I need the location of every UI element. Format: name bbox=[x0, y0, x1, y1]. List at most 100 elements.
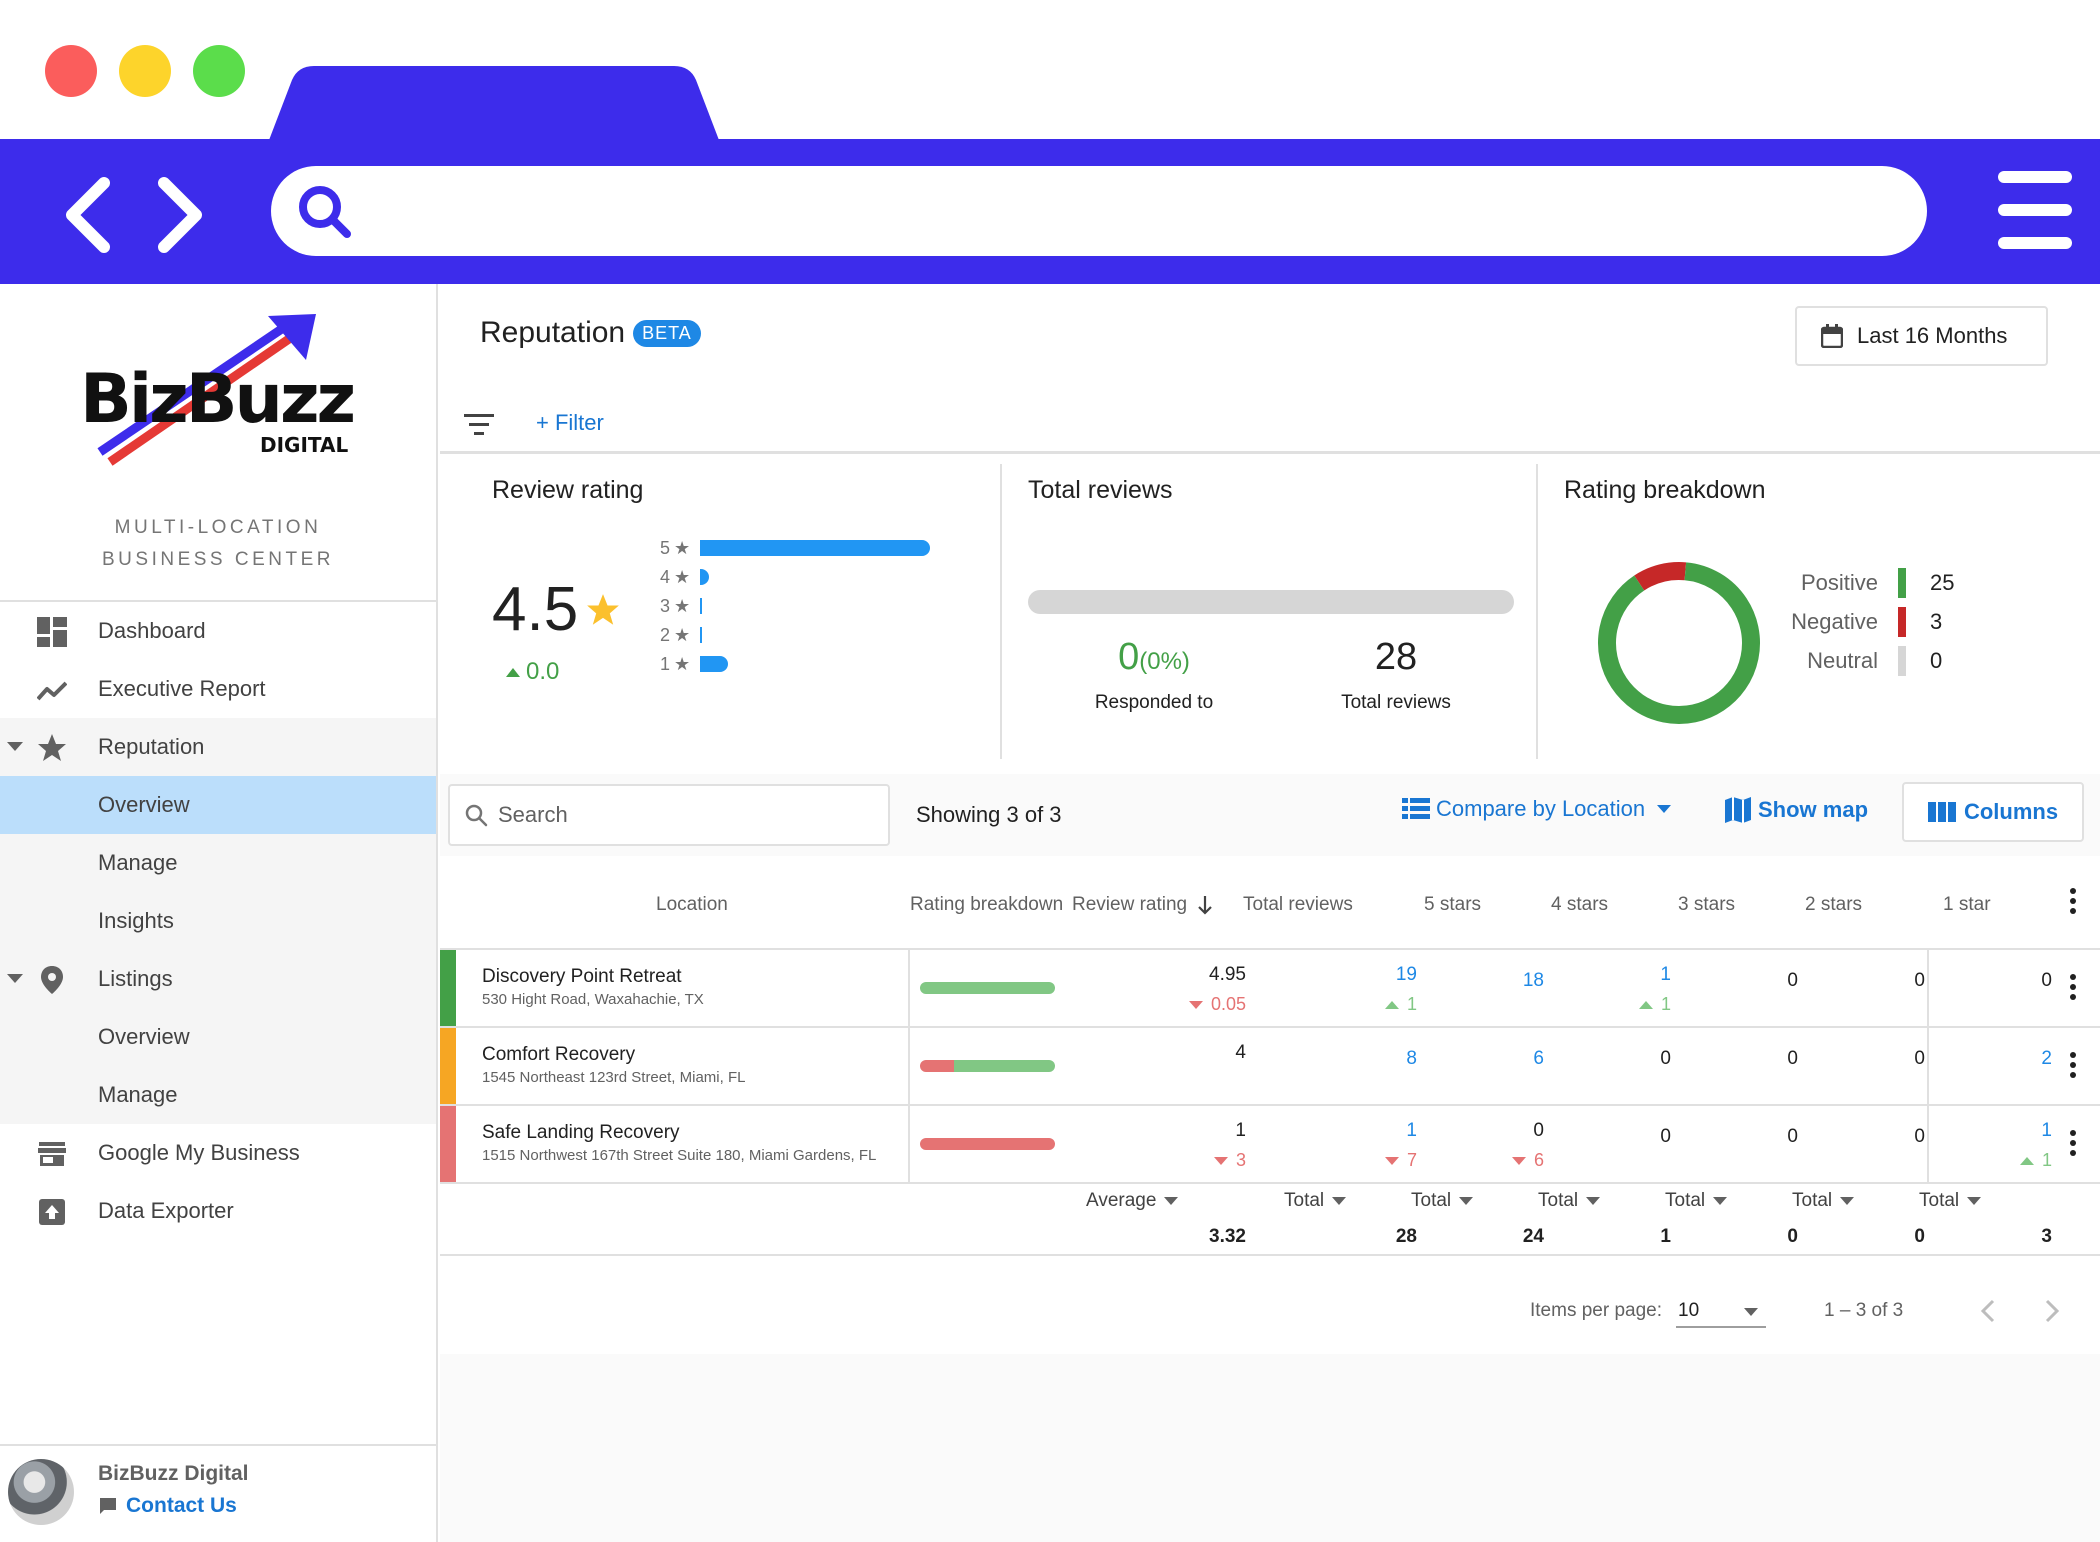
address-bar[interactable] bbox=[271, 166, 1927, 256]
sidebar-item-listings-overview[interactable]: Overview bbox=[0, 1008, 436, 1066]
cell-two: 0 bbox=[1914, 1126, 1925, 1147]
donut-slice-negative bbox=[1598, 562, 1760, 724]
sidebar-item-listings-manage[interactable]: Manage bbox=[0, 1066, 436, 1124]
window-close-button[interactable] bbox=[45, 45, 97, 97]
search-input[interactable] bbox=[498, 802, 858, 828]
row-more-vert-icon[interactable] bbox=[2070, 1130, 2076, 1160]
sidebar-item-reputation[interactable]: Reputation bbox=[0, 718, 436, 776]
location-address: 530 Hight Road, Waxahachie, TX bbox=[482, 991, 704, 1008]
svg-text:DIGITAL: DIGITAL bbox=[260, 433, 348, 457]
cell-total[interactable]: 1 bbox=[1406, 1120, 1417, 1141]
sort-arrow-down-icon bbox=[1198, 896, 1212, 915]
col-4-stars[interactable]: 4 stars bbox=[1551, 894, 1609, 915]
sidebar-item-google-my-business[interactable]: Google My Business bbox=[0, 1124, 436, 1182]
total-aggregate-select[interactable]: Total bbox=[1284, 1190, 1347, 1212]
row-more-vert-icon[interactable] bbox=[2070, 974, 2076, 1004]
rating-breakdown-bar bbox=[920, 1138, 1055, 1150]
location-name[interactable]: Comfort Recovery bbox=[482, 1044, 636, 1065]
average-aggregate-select[interactable]: Average bbox=[1086, 1190, 1179, 1212]
total-aggregate-select[interactable]: Total bbox=[1665, 1190, 1728, 1212]
total-aggregate-select[interactable]: Total bbox=[1919, 1190, 1982, 1212]
contact-us-link[interactable]: Contact Us bbox=[98, 1494, 237, 1518]
more-vert-icon[interactable] bbox=[2070, 888, 2076, 918]
page-title: Reputation BETA bbox=[480, 316, 701, 350]
sidebar-item-reputation-overview[interactable]: Overview bbox=[0, 776, 436, 834]
sidebar-item-executive-report[interactable]: Executive Report bbox=[0, 660, 436, 718]
cell-five[interactable]: 18 bbox=[1522, 970, 1544, 991]
cell-five[interactable]: 6 bbox=[1533, 1048, 1544, 1069]
rating-breakdown-card: Rating breakdown Positive 25 Negative 3 Neut… bbox=[1564, 464, 2064, 764]
location-pin-icon bbox=[41, 966, 63, 994]
rating-distribution-row: 5 ★ bbox=[660, 535, 930, 561]
date-range-button[interactable]: Last 16 Months bbox=[1795, 306, 2048, 366]
next-page-icon[interactable] bbox=[2042, 1298, 2062, 1324]
star-icon: ★ bbox=[674, 624, 691, 645]
col-rating-breakdown[interactable]: Rating breakdown bbox=[910, 894, 1064, 915]
forward-arrow-icon[interactable] bbox=[150, 175, 210, 255]
col-3-stars[interactable]: 3 stars bbox=[1678, 894, 1736, 915]
cell-one[interactable]: 2 bbox=[2041, 1048, 2052, 1069]
sidebar-item-reputation-manage[interactable]: Manage bbox=[0, 834, 436, 892]
menu-hamburger-icon[interactable] bbox=[1998, 171, 2072, 251]
rating-breakdown-bar bbox=[920, 1060, 1055, 1072]
col-review-rating[interactable]: Review rating bbox=[1072, 894, 1213, 916]
show-map-button[interactable]: Show map bbox=[1724, 796, 1868, 824]
table-row[interactable]: Discovery Point Retreat 530 Hight Road, W… bbox=[440, 950, 2100, 1028]
total-reviews-count: 28 bbox=[1374, 636, 1418, 678]
back-arrow-icon[interactable] bbox=[58, 175, 118, 255]
showing-count: Showing 3 of 3 bbox=[916, 802, 1062, 827]
row-more-vert-icon[interactable] bbox=[2070, 1052, 2076, 1082]
rating-color-strip bbox=[440, 950, 456, 1026]
sidebar-item-dashboard[interactable]: Dashboard bbox=[0, 602, 436, 660]
rating-breakdown-donut bbox=[1598, 562, 1760, 724]
table-header: Location Rating breakdown Review rating … bbox=[440, 856, 2100, 950]
col-total-reviews[interactable]: Total reviews bbox=[1243, 894, 1353, 915]
sidebar: BizBuzz DIGITAL MULTI-LOCATION BUSINESS … bbox=[0, 284, 438, 1542]
star-icon: ★ bbox=[674, 566, 691, 587]
rating-distribution-bar bbox=[700, 627, 702, 643]
previous-page-icon[interactable] bbox=[1978, 1298, 1998, 1324]
search-field[interactable] bbox=[448, 784, 890, 846]
window-minimize-button[interactable] bbox=[119, 45, 171, 97]
main-content: Reputation BETA Last 16 Months + Filter … bbox=[440, 284, 2100, 1542]
cell-total[interactable]: 8 bbox=[1406, 1048, 1417, 1069]
location-name[interactable]: Discovery Point Retreat bbox=[482, 966, 682, 987]
star-icon bbox=[38, 734, 66, 761]
cell-total[interactable]: 19 bbox=[1395, 964, 1417, 985]
add-filter-button[interactable]: + Filter bbox=[536, 410, 604, 435]
columns-button[interactable]: Columns bbox=[1902, 782, 2084, 842]
store-icon bbox=[38, 1142, 66, 1166]
items-per-page-select[interactable]: 10 bbox=[1676, 1294, 1766, 1328]
col-location[interactable]: Location bbox=[656, 894, 728, 915]
col-2-stars[interactable]: 2 stars bbox=[1805, 894, 1863, 915]
calendar-icon bbox=[1821, 324, 1843, 348]
total-aggregate-select[interactable]: Total bbox=[1411, 1190, 1474, 1212]
location-name[interactable]: Safe Landing Recovery bbox=[482, 1122, 680, 1143]
svg-text:BizBuzz: BizBuzz bbox=[80, 360, 354, 439]
sidebar-item-data-exporter[interactable]: Data Exporter bbox=[0, 1182, 436, 1240]
sidebar-item-reputation-insights[interactable]: Insights bbox=[0, 892, 436, 950]
review-rating-value: 4.5 bbox=[492, 574, 620, 645]
window-maximize-button[interactable] bbox=[193, 45, 245, 97]
filter-list-icon[interactable] bbox=[464, 414, 494, 436]
compare-by-location-button[interactable]: Compare by Location bbox=[1402, 796, 1672, 822]
col-5-stars[interactable]: 5 stars bbox=[1424, 894, 1482, 915]
average-value: 3.32 bbox=[1209, 1226, 1246, 1247]
total-reviews-sum: 28 bbox=[1395, 1226, 1417, 1247]
cell-one: 0 bbox=[2041, 970, 2052, 991]
browser-tab[interactable] bbox=[266, 66, 722, 148]
table-row[interactable]: Safe Landing Recovery 1515 Northwest 167t… bbox=[440, 1106, 2100, 1184]
col-1-star[interactable]: 1 star bbox=[1943, 894, 1991, 915]
responded-progress-bar bbox=[1028, 590, 1514, 614]
sidebar-item-listings[interactable]: Listings bbox=[0, 950, 436, 1008]
total-aggregate-select[interactable]: Total bbox=[1792, 1190, 1855, 1212]
view-columns-icon bbox=[1927, 802, 1956, 822]
total-aggregate-select[interactable]: Total bbox=[1538, 1190, 1601, 1212]
cell-one[interactable]: 1 bbox=[2041, 1120, 2052, 1141]
cell-four[interactable]: 1 bbox=[1660, 964, 1671, 985]
chat-icon bbox=[100, 1498, 116, 1514]
two-stars-sum: 0 bbox=[1914, 1226, 1925, 1247]
avatar[interactable] bbox=[8, 1459, 74, 1525]
table-footer: Average 3.32 Total 28 Total 24 Total 1 T… bbox=[440, 1182, 2100, 1256]
table-row[interactable]: Comfort Recovery 1545 Northeast 123rd Str… bbox=[440, 1028, 2100, 1106]
